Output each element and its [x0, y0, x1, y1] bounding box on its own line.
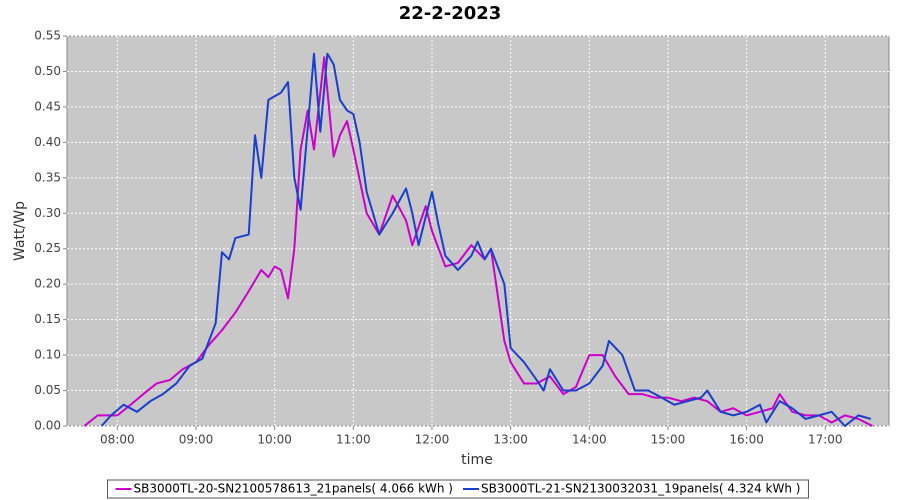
x-tick-label: 13:00 [493, 433, 528, 447]
legend-label: SB3000TL-21-SN2130032031_19panels( 4.324… [481, 482, 800, 496]
y-tick-label: 0.00 [34, 419, 61, 433]
y-tick-label: 0.15 [34, 312, 61, 326]
x-tick-label: 14:00 [572, 433, 607, 447]
x-tick-label: 09:00 [179, 433, 214, 447]
x-tick-label: 17:00 [808, 433, 843, 447]
x-tick-label: 16:00 [729, 433, 764, 447]
legend-label: SB3000TL-20-SN2100578613_21panels( 4.066… [134, 482, 453, 496]
legend-box [107, 479, 809, 499]
y-tick-label: 0.55 [34, 29, 61, 43]
y-tick-label: 0.20 [34, 277, 61, 291]
x-tick-label: 10:00 [257, 433, 292, 447]
y-tick-label: 0.05 [34, 383, 61, 397]
x-axis-label: time [461, 452, 493, 468]
y-tick-label: 0.45 [34, 99, 61, 113]
series-line [100, 52, 872, 427]
y-tick-label: 0.35 [34, 170, 61, 184]
plot-area [66, 35, 890, 427]
series-line [83, 56, 873, 427]
y-tick-label: 0.30 [34, 206, 61, 220]
chart-title: 22-2-2023 [399, 3, 502, 24]
y-axis-label: Watt/Wp [12, 201, 28, 261]
x-tick-label: 15:00 [651, 433, 686, 447]
y-tick-label: 0.50 [34, 64, 61, 78]
y-tick-label: 0.40 [34, 135, 61, 149]
x-tick-label: 12:00 [415, 433, 450, 447]
x-tick-label: 11:00 [336, 433, 371, 447]
y-tick-label: 0.10 [34, 348, 61, 362]
y-tick-label: 0.25 [34, 241, 61, 255]
legend: SB3000TL-20-SN2100578613_21panels( 4.066… [107, 479, 809, 499]
x-tick-label: 08:00 [100, 433, 135, 447]
